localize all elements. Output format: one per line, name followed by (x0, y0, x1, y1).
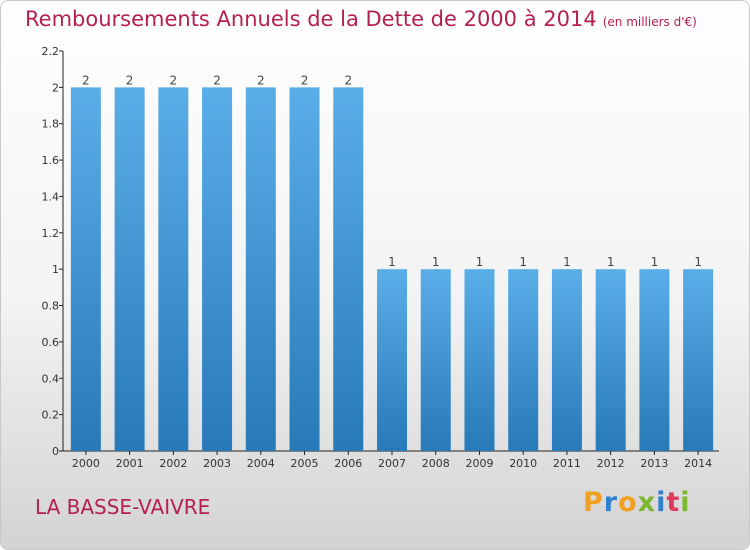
data-label: 1 (563, 255, 571, 269)
data-label: 2 (126, 73, 134, 87)
data-label: 2 (213, 73, 221, 87)
x-tick-label: 2007 (378, 457, 406, 470)
x-tick-label: 2006 (334, 457, 362, 470)
data-label: 2 (301, 73, 309, 87)
x-tick-label: 2013 (640, 457, 668, 470)
title-unit: (en milliers d'€) (602, 15, 697, 29)
y-tick-label: 0.2 (42, 409, 60, 422)
bar (158, 87, 189, 451)
logo-letter: t (666, 487, 681, 518)
data-label: 1 (651, 255, 659, 269)
data-label: 1 (388, 255, 396, 269)
data-label: 1 (519, 255, 527, 269)
bar (245, 87, 276, 451)
location-name: LA BASSE-VAIVRE (35, 495, 211, 519)
logo-letter: o (618, 487, 638, 518)
data-label: 1 (432, 255, 440, 269)
data-label: 1 (694, 255, 702, 269)
bar (202, 87, 233, 451)
x-tick-label: 2003 (203, 457, 231, 470)
data-label: 2 (170, 73, 178, 87)
data-label: 2 (344, 73, 352, 87)
y-tick-label: 0.8 (42, 300, 60, 313)
logo-letter: P (583, 487, 604, 518)
x-tick-label: 2004 (247, 457, 275, 470)
bars (70, 87, 714, 451)
x-tick-label: 2008 (422, 457, 450, 470)
logo-letter: i (680, 487, 691, 518)
axes: 0 0.2 0.4 0.6 0.8 1 1.2 1.4 1.6 1.8 2 2.2 2000 2001 20… (42, 45, 719, 470)
x-tick-label: 2011 (553, 457, 581, 470)
title-text: Remboursements Annuels de la Dette de 20… (25, 7, 597, 31)
bar (377, 269, 407, 451)
y-tick-label: 0.4 (42, 372, 60, 385)
y-tick-label: 1 (52, 263, 59, 276)
data-label: 1 (607, 255, 615, 269)
chart-title: Remboursements Annuels de la Dette de 20… (25, 7, 697, 31)
bar (595, 269, 626, 451)
x-tick-label: 2009 (465, 457, 493, 470)
data-label: 1 (476, 255, 484, 269)
bar (683, 269, 714, 451)
bar (114, 87, 145, 451)
y-tick-label: 1.4 (42, 190, 60, 203)
bar (333, 87, 364, 451)
bar-chart: 0 0.2 0.4 0.6 0.8 1 1.2 1.4 1.6 1.8 2 2.2 2000 2001 20… (42, 45, 719, 470)
data-label: 2 (257, 73, 265, 87)
bar (70, 87, 101, 451)
proxiti-logo[interactable]: Proxiti (583, 487, 691, 518)
bar (464, 269, 495, 451)
x-tick-label: 2012 (597, 457, 625, 470)
data-label: 2 (82, 73, 90, 87)
x-tick-label: 2005 (291, 457, 319, 470)
bar (551, 269, 582, 451)
x-tick-label: 2000 (72, 457, 100, 470)
x-tick-label: 2014 (684, 457, 712, 470)
y-tick-label: 1.6 (42, 154, 60, 167)
bar (289, 87, 320, 451)
bar (420, 269, 451, 451)
y-tick-label: 1.2 (42, 227, 60, 240)
bar (508, 269, 539, 451)
y-tick-label: 1.8 (42, 118, 60, 131)
y-tick-label: 2 (52, 81, 59, 94)
data-labels: 2 2 2 2 2 2 2 1 1 1 1 1 1 1 1 (82, 73, 702, 269)
logo-letter: x (637, 487, 657, 518)
y-tick-label: 0 (52, 445, 59, 458)
x-tick-label: 2010 (509, 457, 537, 470)
bar (639, 269, 670, 451)
y-tick-label: 0.6 (42, 336, 60, 349)
x-tick-label: 2001 (116, 457, 144, 470)
logo-letter: r (603, 487, 619, 518)
logo-letter: i (656, 487, 667, 518)
x-tick-label: 2002 (159, 457, 187, 470)
y-tick-label: 2.2 (42, 45, 60, 58)
